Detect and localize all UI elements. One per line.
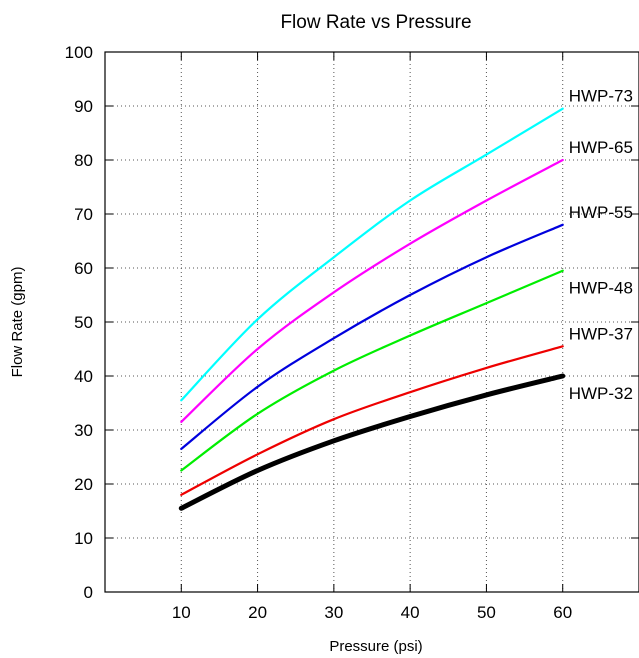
series-label-hwp-55: HWP-55 xyxy=(569,203,633,222)
y-axis-label: Flow Rate (gpm) xyxy=(9,267,26,378)
series-line-hwp-37 xyxy=(180,345,564,496)
axis-ticks: 0 10 20 30 40 50 60 70 80 90 100 10 20 30 40 50 60 xyxy=(65,43,639,622)
series-label-hwp-65: HWP-65 xyxy=(569,138,633,157)
x-tick-label: 10 xyxy=(172,603,191,622)
series-labels: HWP-73 HWP-65 HWP-55 HWP-48 HWP-37 HWP-32 xyxy=(569,87,633,403)
x-axis-label: Pressure (psi) xyxy=(329,638,422,655)
series-label-hwp-37: HWP-37 xyxy=(569,324,633,343)
y-tick-label: 70 xyxy=(74,205,93,224)
y-tick-label: 0 xyxy=(84,583,93,602)
y-tick-label: 20 xyxy=(74,475,93,494)
y-tick-label: 90 xyxy=(74,97,93,116)
x-tick-label: 50 xyxy=(477,603,496,622)
x-tick-label: 20 xyxy=(248,603,267,622)
chart-title: Flow Rate vs Pressure xyxy=(280,12,471,33)
y-tick-label: 80 xyxy=(74,151,93,170)
y-tick-label: 30 xyxy=(74,421,93,440)
y-tick-label: 100 xyxy=(65,43,93,62)
grid-lines xyxy=(105,52,639,592)
series-line-hwp-48 xyxy=(180,269,564,472)
series-lines xyxy=(178,107,566,511)
series-label-hwp-48: HWP-48 xyxy=(569,279,633,298)
y-tick-label: 50 xyxy=(74,313,93,332)
series-line-hwp-65 xyxy=(180,158,564,423)
y-tick-label: 60 xyxy=(74,259,93,278)
x-tick-label: 60 xyxy=(553,603,572,622)
y-tick-label: 10 xyxy=(74,529,93,548)
y-tick-label: 40 xyxy=(74,367,93,386)
x-tick-label: 30 xyxy=(324,603,343,622)
series-line-hwp-32 xyxy=(178,373,566,511)
series-line-hwp-73 xyxy=(180,107,564,402)
series-label-hwp-32: HWP-32 xyxy=(569,384,633,403)
x-tick-label: 40 xyxy=(401,603,420,622)
series-line-hwp-55 xyxy=(180,223,564,450)
series-label-hwp-73: HWP-73 xyxy=(569,87,633,106)
